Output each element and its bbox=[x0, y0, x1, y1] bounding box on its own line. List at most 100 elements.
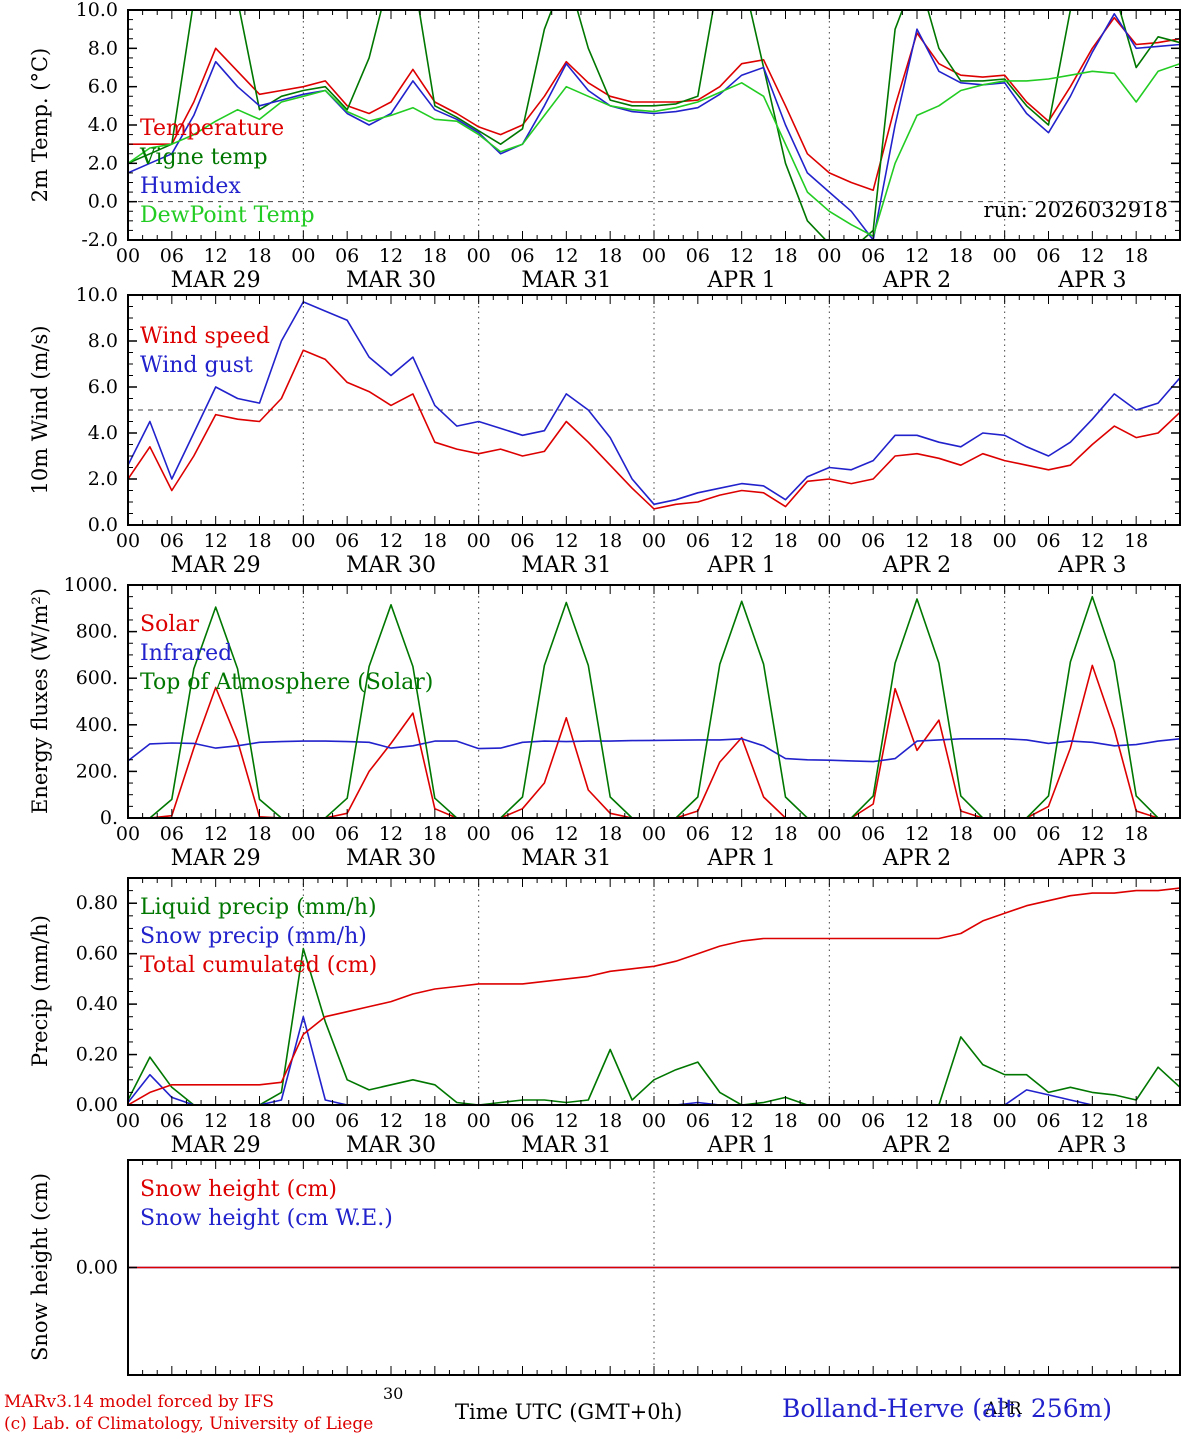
svg-text:18: 18 bbox=[247, 823, 271, 845]
svg-text:06: 06 bbox=[1036, 1110, 1060, 1132]
svg-text:12: 12 bbox=[730, 1110, 754, 1132]
svg-text:6.0: 6.0 bbox=[88, 76, 118, 98]
svg-text:8.0: 8.0 bbox=[88, 330, 118, 352]
svg-text:06: 06 bbox=[861, 823, 885, 845]
svg-text:8.0: 8.0 bbox=[88, 37, 118, 59]
stray-day-label: 30 bbox=[383, 1384, 404, 1403]
svg-text:18: 18 bbox=[423, 245, 447, 267]
legend-wind-speed: Wind speed bbox=[140, 324, 271, 349]
svg-text:12: 12 bbox=[905, 245, 929, 267]
svg-text:MAR 30: MAR 30 bbox=[346, 268, 436, 293]
svg-text:MAR 29: MAR 29 bbox=[171, 846, 261, 871]
svg-text:06: 06 bbox=[160, 823, 184, 845]
svg-text:18: 18 bbox=[598, 245, 622, 267]
svg-text:12: 12 bbox=[379, 823, 403, 845]
svg-text:06: 06 bbox=[335, 1110, 359, 1132]
svg-text:12: 12 bbox=[554, 1110, 578, 1132]
svg-text:18: 18 bbox=[773, 245, 797, 267]
svg-text:06: 06 bbox=[510, 245, 534, 267]
svg-text:18: 18 bbox=[949, 245, 973, 267]
svg-text:0.00: 0.00 bbox=[76, 1094, 118, 1116]
svg-text:APR 1: APR 1 bbox=[707, 268, 776, 293]
svg-text:12: 12 bbox=[730, 530, 754, 552]
svg-text:00: 00 bbox=[467, 823, 491, 845]
svg-text:18: 18 bbox=[1124, 1110, 1148, 1132]
svg-text:00: 00 bbox=[467, 530, 491, 552]
svg-text:APR 2: APR 2 bbox=[882, 846, 951, 871]
svg-text:00: 00 bbox=[291, 823, 315, 845]
wind-panel-legend: Wind speed Wind gust bbox=[140, 322, 270, 380]
svg-text:12: 12 bbox=[379, 530, 403, 552]
svg-text:06: 06 bbox=[1036, 823, 1060, 845]
svg-text:18: 18 bbox=[247, 1110, 271, 1132]
svg-text:10.0: 10.0 bbox=[76, 0, 118, 21]
svg-text:00: 00 bbox=[642, 530, 666, 552]
svg-text:12: 12 bbox=[905, 823, 929, 845]
svg-text:18: 18 bbox=[423, 1110, 447, 1132]
svg-text:0.80: 0.80 bbox=[76, 892, 118, 914]
svg-text:00: 00 bbox=[817, 530, 841, 552]
svg-text:18: 18 bbox=[949, 823, 973, 845]
svg-text:MAR 29: MAR 29 bbox=[171, 268, 261, 293]
model-credit-line2: (c) Lab. of Climatology, University of L… bbox=[4, 1414, 374, 1434]
stray-month-label: APR bbox=[985, 1399, 1022, 1419]
legend-snow-height-we: Snow height (cm W.E.) bbox=[140, 1206, 393, 1231]
svg-text:4.0: 4.0 bbox=[88, 114, 118, 136]
svg-text:APR 3: APR 3 bbox=[1057, 846, 1126, 871]
svg-text:06: 06 bbox=[160, 530, 184, 552]
svg-text:12: 12 bbox=[554, 823, 578, 845]
svg-text:06: 06 bbox=[686, 1110, 710, 1132]
svg-text:00: 00 bbox=[116, 245, 140, 267]
svg-text:12: 12 bbox=[1080, 823, 1104, 845]
svg-text:06: 06 bbox=[510, 823, 534, 845]
svg-text:APR 1: APR 1 bbox=[707, 846, 776, 871]
y-axis-label-wind: 10m Wind (m/s) bbox=[28, 325, 52, 495]
svg-text:06: 06 bbox=[335, 823, 359, 845]
svg-text:00: 00 bbox=[817, 245, 841, 267]
svg-text:0.: 0. bbox=[100, 807, 118, 829]
svg-text:MAR 31: MAR 31 bbox=[521, 1133, 611, 1158]
svg-text:18: 18 bbox=[949, 1110, 973, 1132]
station-title: Bolland-Herve (alt. 256m) bbox=[782, 1394, 1113, 1423]
y-axis-label-energy: Energy fluxes (W/m²) bbox=[28, 588, 52, 814]
svg-text:18: 18 bbox=[1124, 530, 1148, 552]
svg-text:06: 06 bbox=[861, 1110, 885, 1132]
svg-text:06: 06 bbox=[510, 1110, 534, 1132]
legend-toa-solar: Top of Atmosphere (Solar) bbox=[140, 670, 434, 695]
svg-text:APR 3: APR 3 bbox=[1057, 553, 1126, 578]
svg-text:18: 18 bbox=[773, 530, 797, 552]
time-axis-title: Time UTC (GMT+0h) bbox=[455, 1400, 683, 1424]
svg-text:APR 3: APR 3 bbox=[1057, 1133, 1126, 1158]
svg-text:MAR 29: MAR 29 bbox=[171, 553, 261, 578]
svg-text:06: 06 bbox=[510, 530, 534, 552]
svg-text:06: 06 bbox=[160, 245, 184, 267]
legend-snow-precip: Snow precip (mm/h) bbox=[140, 924, 367, 949]
svg-text:2.0: 2.0 bbox=[88, 468, 118, 490]
svg-text:12: 12 bbox=[204, 1110, 228, 1132]
svg-text:12: 12 bbox=[905, 1110, 929, 1132]
svg-text:0.60: 0.60 bbox=[76, 943, 118, 965]
svg-text:00: 00 bbox=[467, 1110, 491, 1132]
svg-text:18: 18 bbox=[1124, 823, 1148, 845]
svg-text:0.40: 0.40 bbox=[76, 993, 118, 1015]
svg-text:18: 18 bbox=[423, 823, 447, 845]
svg-text:18: 18 bbox=[1124, 245, 1148, 267]
svg-text:00: 00 bbox=[993, 245, 1017, 267]
svg-text:18: 18 bbox=[598, 530, 622, 552]
svg-text:MAR 30: MAR 30 bbox=[346, 553, 436, 578]
svg-text:12: 12 bbox=[1080, 530, 1104, 552]
svg-text:-2.0: -2.0 bbox=[81, 229, 118, 251]
svg-text:00: 00 bbox=[817, 823, 841, 845]
y-axis-label-temp: 2m Temp. (°C) bbox=[28, 47, 52, 203]
svg-text:06: 06 bbox=[160, 1110, 184, 1132]
svg-text:12: 12 bbox=[1080, 245, 1104, 267]
svg-text:00: 00 bbox=[116, 530, 140, 552]
svg-text:200.: 200. bbox=[76, 760, 118, 782]
svg-text:18: 18 bbox=[598, 1110, 622, 1132]
svg-text:00: 00 bbox=[291, 530, 315, 552]
energy-panel-legend: Solar Infrared Top of Atmosphere (Solar) bbox=[140, 610, 433, 697]
svg-text:APR 2: APR 2 bbox=[882, 1133, 951, 1158]
y-axis-label-precip: Precip (mm/h) bbox=[28, 914, 52, 1068]
svg-text:12: 12 bbox=[204, 245, 228, 267]
